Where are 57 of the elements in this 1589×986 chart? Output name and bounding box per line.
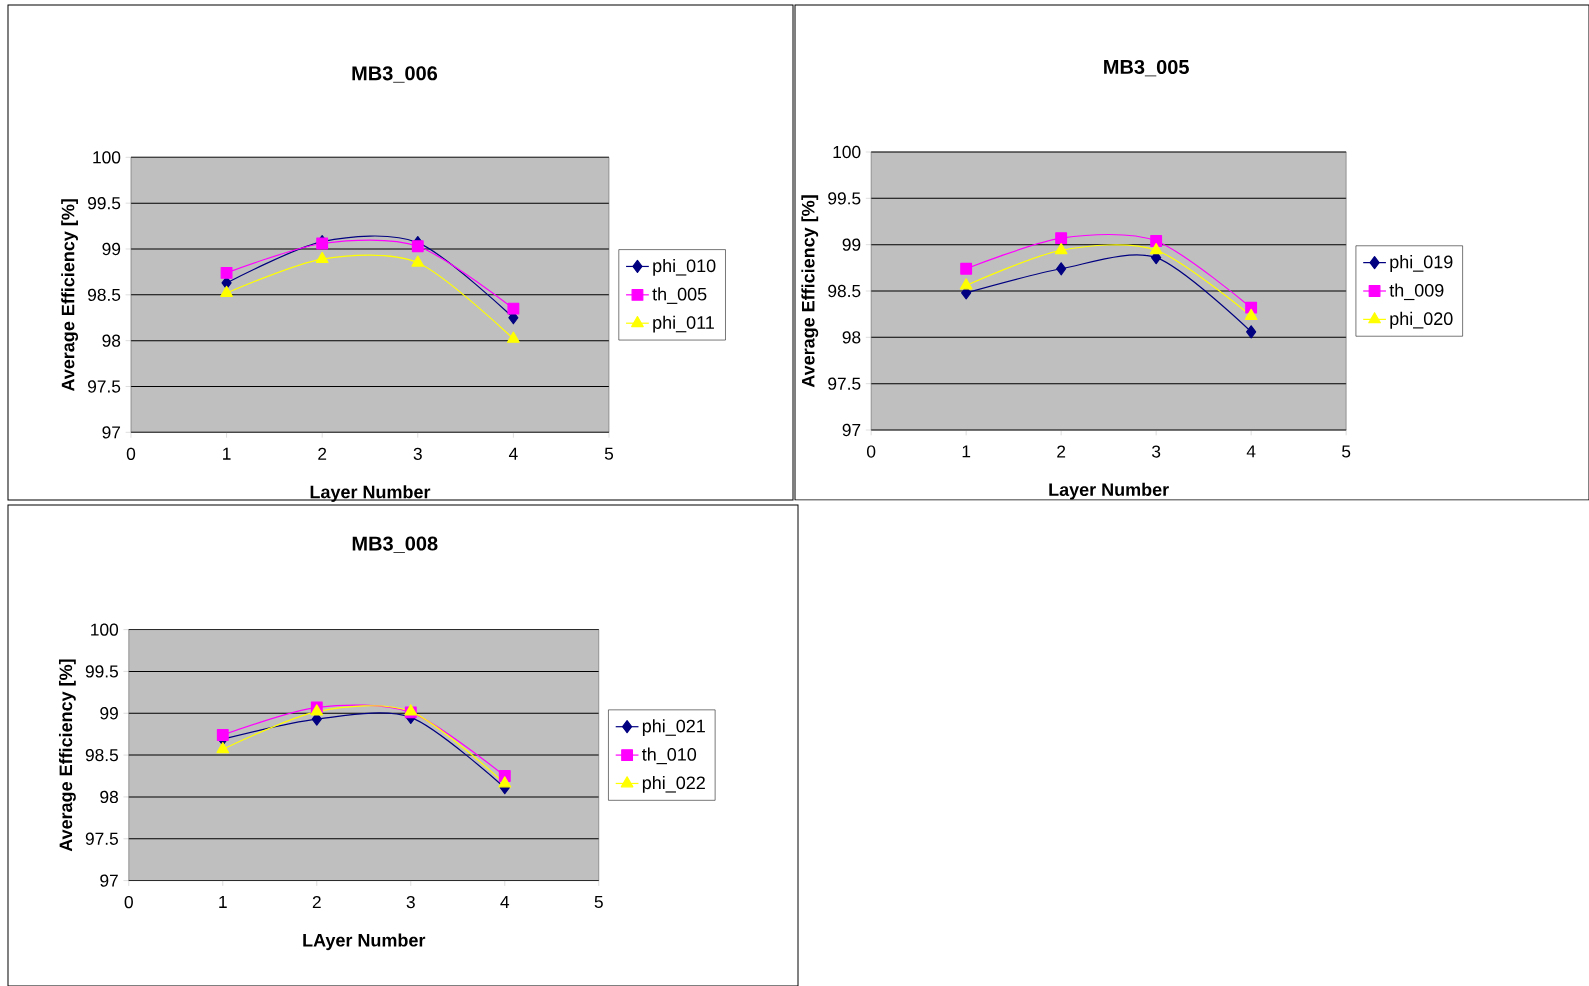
x-tick-label: 5 <box>604 447 614 460</box>
y-tick-label: 98.5 <box>85 748 118 762</box>
y-tick-label: 97 <box>842 423 861 437</box>
x-tick-label: 0 <box>867 445 876 458</box>
y-tick-label: 100 <box>93 151 121 164</box>
y-tick-label: 100 <box>91 623 119 636</box>
y-tick-label: 98 <box>842 331 861 344</box>
y-tick-label: 97.5 <box>828 377 861 390</box>
y-tick-label: 98.5 <box>88 288 121 301</box>
legend-label: phi_011 <box>653 315 714 333</box>
legend-label: phi_020 <box>1390 311 1453 329</box>
legend-label: th_005 <box>652 287 707 304</box>
y-tick-label: 97.5 <box>85 832 118 845</box>
x-tick-label: 4 <box>1246 445 1256 458</box>
x-tick-label: 3 <box>406 895 415 909</box>
legend-label: th_009 <box>1389 283 1444 301</box>
y-axis-title: Average Efficiency [%] <box>58 659 76 852</box>
y-tick-label: 98.5 <box>828 284 861 298</box>
x-tick-label: 0 <box>126 447 136 460</box>
legend-label: th_010 <box>642 747 697 765</box>
x-tick-label: 2 <box>318 447 327 460</box>
x-axis-title: Layer Number <box>1049 482 1169 500</box>
y-tick-label: 99 <box>100 707 118 720</box>
y-tick-label: 99.5 <box>88 197 121 210</box>
y-tick-label: 98 <box>100 790 118 804</box>
x-tick-label: 4 <box>508 447 518 460</box>
y-tick-label: 97 <box>102 426 121 439</box>
x-tick-label: 2 <box>1057 445 1066 458</box>
x-tick-label: 5 <box>594 895 603 909</box>
y-tick-label: 99 <box>842 238 861 251</box>
x-tick-label: 5 <box>1342 445 1351 458</box>
chart-title: MB3_008 <box>352 536 438 553</box>
legend-label: phi_019 <box>1390 255 1453 272</box>
y-tick-label: 97.5 <box>88 380 121 393</box>
y-tick-label: 97 <box>100 874 118 887</box>
y-tick-label: 99.5 <box>85 665 118 678</box>
legend-label: phi_021 <box>642 719 705 736</box>
x-tick-label: 0 <box>124 895 133 909</box>
x-tick-label: 1 <box>223 447 231 460</box>
y-tick-label: 99.5 <box>828 192 861 205</box>
x-tick-label: 2 <box>312 895 321 909</box>
x-tick-label: 1 <box>219 895 227 908</box>
x-tick-label: 3 <box>413 447 422 460</box>
y-axis-title: Average Efficiency [%] <box>61 199 79 392</box>
y-axis-title: Average Efficiency [%] <box>801 195 819 388</box>
legend-label: phi_010 <box>653 258 716 276</box>
x-tick-label: 4 <box>500 895 510 908</box>
x-tick-label: 3 <box>1152 445 1161 458</box>
y-tick-label: 98 <box>102 334 121 347</box>
y-tick-label: 99 <box>102 242 121 256</box>
chart-title: MB3_006 <box>352 66 438 83</box>
x-tick-label: 1 <box>962 445 971 458</box>
x-axis-title: LAyer Number <box>303 933 426 951</box>
y-tick-label: 100 <box>833 145 861 159</box>
x-axis-title: Layer Number <box>310 485 431 502</box>
legend-label: phi_022 <box>642 775 705 793</box>
chart-title: MB3_005 <box>1104 59 1189 77</box>
